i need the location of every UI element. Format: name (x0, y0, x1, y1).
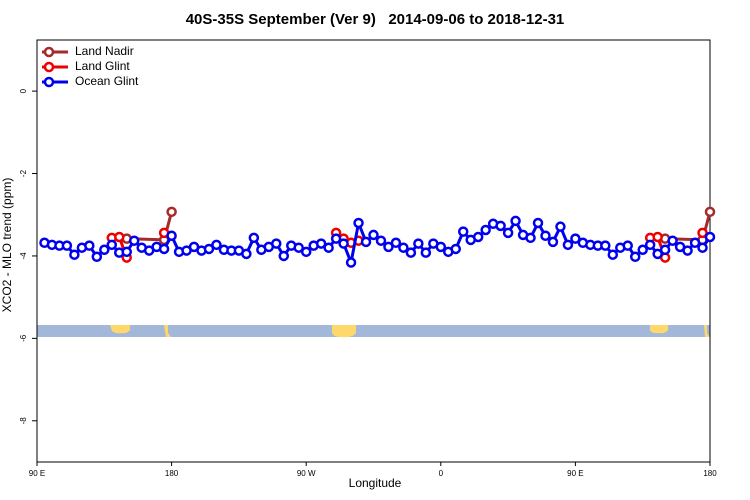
point (278, 250, 290, 262)
point (69, 249, 80, 260)
y-tick-label: 0 (19, 88, 28, 93)
x-tick-label: 90 E (567, 469, 583, 478)
point (121, 246, 132, 258)
point (166, 206, 177, 218)
y-tick-label: -2 (19, 169, 28, 177)
point (106, 239, 118, 251)
x-tick-label: 90 W (297, 469, 316, 478)
point (353, 217, 364, 229)
point (659, 244, 671, 256)
point (652, 248, 663, 260)
y-tick-label: -8 (19, 417, 28, 425)
point (368, 229, 379, 241)
point (435, 241, 447, 253)
point (480, 224, 491, 236)
point (420, 247, 432, 258)
point (667, 235, 678, 246)
point (704, 231, 716, 243)
point (128, 235, 140, 246)
point (203, 243, 215, 255)
point (383, 241, 394, 253)
point (510, 215, 521, 227)
point (166, 230, 177, 242)
point (114, 231, 125, 243)
point (338, 238, 349, 249)
point (570, 233, 581, 244)
point (315, 238, 327, 249)
point (644, 239, 656, 251)
point (398, 242, 409, 253)
y-tick-label: -6 (19, 334, 28, 342)
point (450, 243, 462, 255)
point (248, 232, 260, 244)
y-axis-label: XCO2 - MLO trend (ppm) (0, 178, 14, 313)
point (61, 240, 73, 251)
legend-label: Land Glint (75, 59, 130, 73)
point (293, 242, 304, 253)
point (652, 231, 663, 243)
point (375, 235, 387, 246)
point (607, 249, 619, 260)
point (99, 244, 110, 256)
point (211, 239, 222, 251)
legend-marker (43, 46, 55, 58)
point (525, 232, 536, 244)
legend-label: Land Nadir (75, 44, 134, 58)
point (345, 257, 357, 268)
legend-marker (43, 61, 55, 73)
x-axis-label: Longitude (349, 476, 402, 490)
point (682, 245, 693, 256)
point (241, 248, 252, 260)
chart-title: 40S-35S September (Ver 9) 2014-09-06 to … (186, 11, 565, 28)
point (390, 237, 402, 249)
point (697, 242, 708, 253)
point (689, 237, 701, 249)
point (502, 227, 514, 239)
point (532, 217, 544, 229)
x-tick-label: 180 (165, 469, 179, 478)
point (547, 236, 559, 248)
point (704, 206, 716, 218)
point (562, 239, 574, 251)
x-tick-label: 180 (703, 469, 717, 478)
point (540, 230, 551, 242)
point (600, 240, 611, 251)
legend-marker (43, 76, 55, 88)
point (158, 243, 170, 255)
point (495, 220, 506, 232)
point (472, 231, 484, 243)
y-tick-label: -4 (19, 252, 28, 260)
point (405, 247, 417, 258)
point (555, 221, 566, 232)
point (300, 246, 312, 258)
point (330, 233, 342, 244)
point (697, 227, 708, 239)
x-tick-label: 90 E (29, 469, 45, 478)
point (457, 226, 469, 237)
point (413, 238, 424, 249)
plot-frame (36, 39, 711, 463)
point (637, 244, 648, 256)
point (360, 236, 372, 248)
point (629, 251, 641, 263)
point (91, 251, 103, 263)
point (84, 240, 95, 251)
x-tick-label: 0 (439, 469, 444, 478)
map-strip (37, 325, 710, 338)
point (622, 240, 633, 251)
point (323, 242, 334, 253)
series-line (126, 211, 712, 242)
legend-label: Ocean Glint (75, 74, 139, 88)
point (271, 238, 282, 249)
